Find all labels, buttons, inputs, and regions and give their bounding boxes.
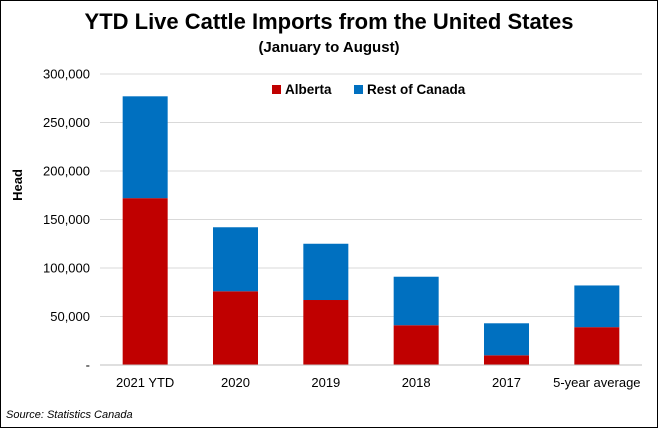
bar-alberta-2019 [303, 300, 349, 365]
bar-alberta-2017 [484, 355, 529, 365]
x-tick-label: 2019 [311, 375, 340, 390]
x-tick-label: 2017 [492, 375, 521, 390]
chart-title: YTD Live Cattle Imports from the United … [84, 9, 574, 34]
bar-rest-of-canada-2017 [484, 323, 529, 356]
bar-rest-of-canada-5-year-average [574, 285, 620, 328]
y-tick-label: 150,000 [43, 212, 90, 227]
bar-alberta-5-year-average [574, 327, 620, 365]
x-tick-label: 2020 [221, 375, 250, 390]
y-tick-label: 50,000 [50, 309, 90, 324]
bar-rest-of-canada-2020 [213, 227, 258, 292]
x-tick-label: 5-year average [553, 375, 640, 390]
x-tick-label: 2018 [402, 375, 431, 390]
chart-subtitle: (January to August) [258, 39, 400, 56]
y-tick-label: - [86, 358, 90, 373]
y-tick-label: 300,000 [43, 67, 90, 82]
bar-alberta-2018 [393, 325, 439, 365]
bar-rest-of-canada-2018 [393, 276, 439, 326]
y-tick-label: 100,000 [43, 261, 90, 276]
bar-alberta-2020 [213, 291, 258, 365]
y-tick-label: 250,000 [43, 115, 90, 130]
bar-rest-of-canada-2021-ytd [122, 96, 168, 199]
bar-alberta-2021-ytd [122, 198, 168, 365]
legend-label-alberta: Alberta [285, 82, 332, 97]
y-tick-label: 200,000 [43, 164, 90, 179]
legend-swatch-rest-of-canada [354, 85, 363, 94]
legend-swatch-alberta [272, 85, 281, 94]
bar-rest-of-canada-2019 [303, 243, 349, 301]
x-tick-label: 2021 YTD [116, 375, 174, 390]
source-note: Source: Statistics Canada [6, 409, 133, 421]
legend-label-rest-of-canada: Rest of Canada [367, 82, 466, 97]
